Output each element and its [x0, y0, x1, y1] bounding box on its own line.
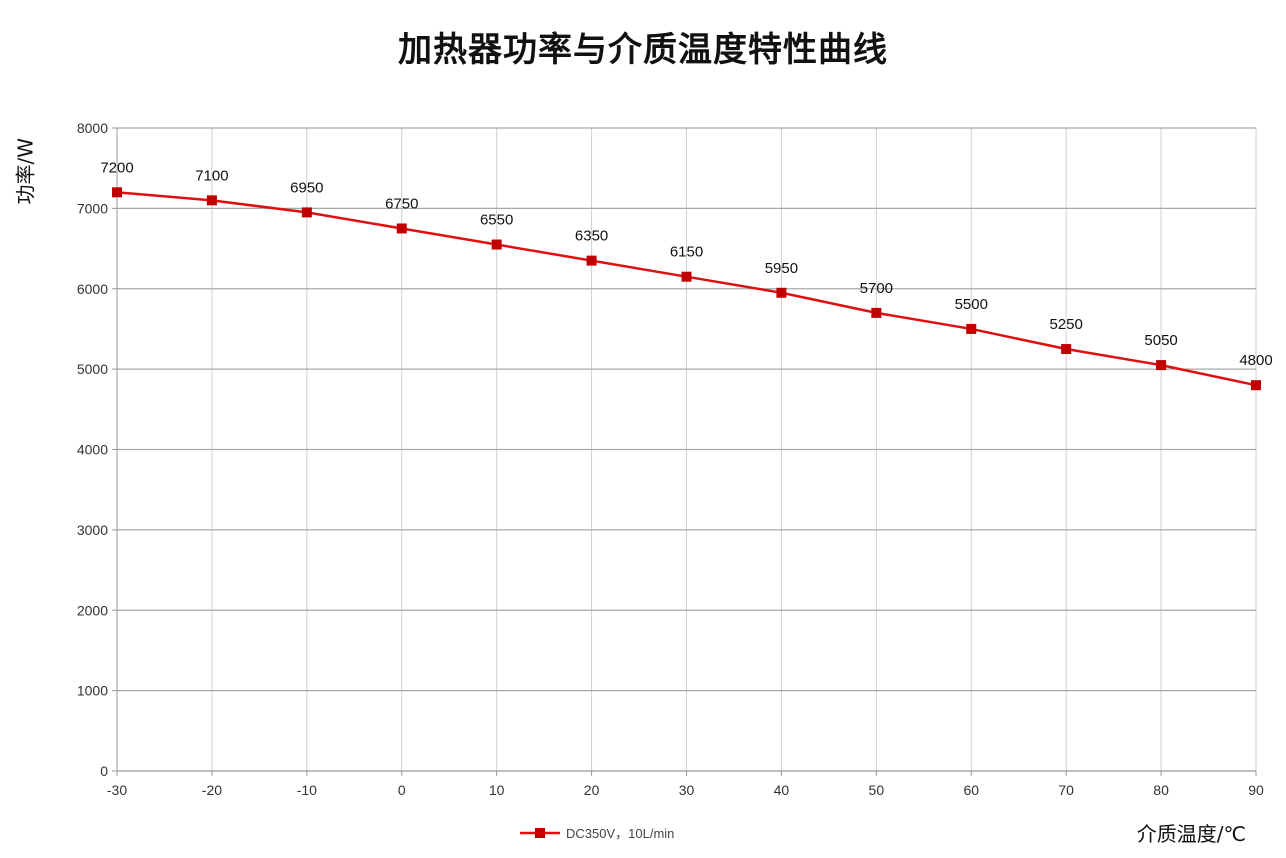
y-tick-label: 6000 — [77, 281, 108, 297]
data-point — [1156, 360, 1167, 371]
data-label: 5950 — [765, 260, 798, 277]
y-tick-label: 8000 — [77, 120, 108, 136]
x-tick-label: 30 — [679, 782, 695, 798]
x-tick-label: -20 — [202, 782, 222, 798]
data-label: 7100 — [195, 167, 228, 184]
data-label: 6950 — [290, 179, 323, 196]
data-point — [871, 307, 882, 318]
legend-marker-icon — [520, 827, 560, 838]
x-tick-label: 60 — [963, 782, 979, 798]
data-point — [206, 195, 217, 206]
data-label: 4800 — [1239, 352, 1272, 369]
x-axis-label: 介质温度/℃ — [1136, 822, 1246, 846]
x-tick-label: 40 — [774, 782, 790, 798]
x-tick-label: 50 — [869, 782, 885, 798]
data-point — [776, 287, 787, 298]
x-tick-label: -10 — [297, 782, 317, 798]
x-tick-label: 90 — [1248, 782, 1264, 798]
data-label: 6150 — [670, 244, 703, 261]
x-tick-label: 70 — [1058, 782, 1074, 798]
data-point — [396, 223, 407, 234]
data-label: 5050 — [1144, 332, 1177, 349]
y-tick-label: 3000 — [77, 522, 108, 538]
series-group — [112, 187, 1261, 391]
x-tick-label: 80 — [1153, 782, 1169, 798]
data-label: 6750 — [385, 195, 418, 212]
y-tick-labels: 0 1000 2000 3000 4000 5000 6000 7000 8000 — [77, 120, 108, 779]
data-point — [1251, 380, 1261, 391]
legend-label: DC350V，10L/min — [566, 826, 675, 841]
data-point — [681, 271, 692, 282]
data-label: 5700 — [860, 280, 893, 297]
x-tick-label: 10 — [489, 782, 505, 798]
data-point — [491, 239, 502, 250]
legend: DC350V，10L/min — [520, 823, 674, 842]
grid-lines — [112, 127, 1257, 776]
data-label: 6550 — [480, 212, 513, 229]
y-tick-label: 2000 — [77, 602, 108, 618]
data-label: 6350 — [575, 228, 608, 245]
x-tick-label: 0 — [398, 782, 406, 798]
y-tick-label: 1000 — [77, 683, 108, 699]
x-tick-label: -30 — [107, 782, 127, 798]
y-tick-label: 4000 — [77, 442, 108, 458]
data-labels: 7200 7100 6950 6750 6550 6350 6150 5950 5700 5500… — [100, 159, 1272, 369]
data-label: 7200 — [100, 159, 133, 176]
data-label: 5250 — [1049, 316, 1082, 333]
data-point — [112, 187, 122, 198]
x-tick-labels: -30 -20 -10 0 10 20 30 40 50 60 70 80 90 — [107, 782, 1264, 798]
data-point — [586, 255, 597, 266]
x-tick-label: 20 — [584, 782, 600, 798]
chart-title: 加热器功率与介质温度特性曲线 — [398, 30, 888, 70]
y-tick-label: 5000 — [77, 361, 108, 377]
data-point — [1061, 344, 1072, 355]
data-point — [966, 323, 977, 334]
y-tick-label: 0 — [100, 763, 108, 779]
y-tick-label: 7000 — [77, 200, 108, 216]
data-point — [301, 207, 312, 218]
data-label: 5500 — [955, 296, 988, 313]
